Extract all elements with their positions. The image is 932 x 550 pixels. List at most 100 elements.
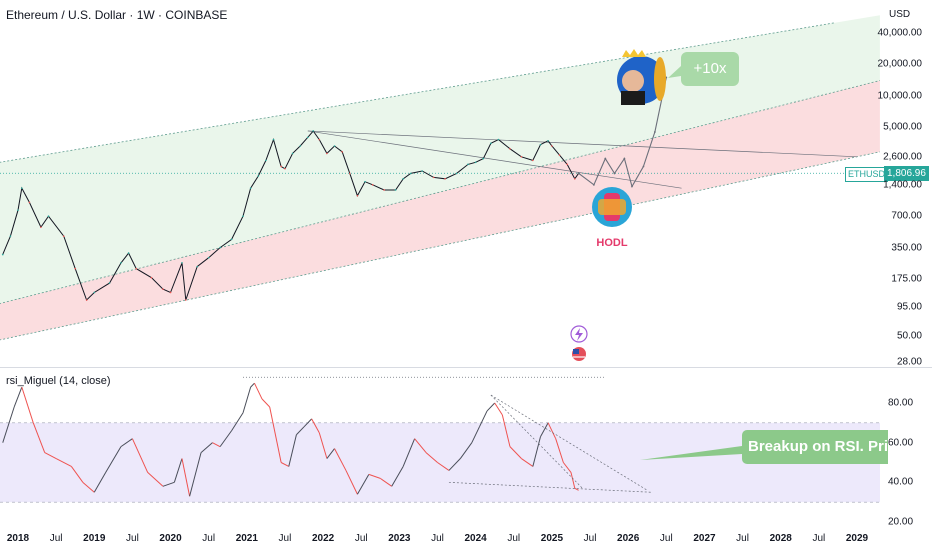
price-point (371, 184, 374, 186)
time-tick-label: Jul (126, 533, 139, 544)
price-point (85, 299, 88, 301)
price-tick-label: 20,000.00 (877, 58, 923, 70)
time-tick-label: Jul (49, 533, 63, 544)
price-point (410, 172, 412, 175)
rsi-segment (93, 472, 107, 493)
time-tick-label: 2018 (6, 533, 30, 544)
rsi-segment (459, 442, 473, 459)
time-tick-label: 2019 (83, 533, 106, 544)
price-point (249, 187, 252, 189)
elon-avatar-icon (617, 49, 666, 105)
price-tick-label: 2,600.00 (883, 151, 922, 163)
rsi-segment (570, 472, 576, 489)
rsi-segment (269, 406, 282, 463)
price-point (291, 152, 294, 155)
rsi-trendline (490, 394, 583, 489)
price-point (520, 155, 523, 158)
price-point (196, 265, 199, 268)
lightning-icon (570, 325, 588, 343)
rsi-segment (540, 422, 549, 437)
time-tick-label: Jul (659, 533, 673, 544)
price-point (497, 138, 500, 141)
descending-support-line (307, 130, 682, 189)
rsi-segment (318, 432, 328, 459)
rsi-segment (437, 462, 450, 471)
price-point (284, 167, 286, 170)
price-point (509, 148, 511, 150)
price-point (402, 177, 404, 180)
rsi-segment (280, 462, 289, 467)
price-point (219, 246, 221, 249)
price-tick-label: 1,400.00 (883, 179, 922, 191)
ten-x-callout-pointer (668, 66, 681, 78)
us-flag-icon (572, 347, 586, 361)
price-point (299, 145, 302, 147)
price-point (364, 180, 366, 183)
rsi-segment (147, 472, 164, 487)
rsi-segment (478, 410, 488, 428)
time-tick-label: 2020 (159, 533, 182, 544)
rsi-segment (162, 481, 175, 487)
rsi-breakup-callout[interactable]: Breakup on RSI. Pric (742, 430, 888, 464)
rsi-segment (288, 434, 297, 467)
price-point (421, 170, 424, 172)
price-point (467, 163, 469, 166)
price-point (28, 201, 31, 204)
price-point (312, 130, 314, 132)
chart-title: Ethereum / U.S. Dollar · 1W · COINBASE (6, 8, 228, 22)
price-point (62, 235, 65, 238)
time-tick-label: Jul (736, 533, 749, 544)
price-point (532, 159, 534, 162)
price-point (573, 177, 576, 180)
price-point (17, 209, 19, 211)
price-tick-label: 5,000.00 (883, 121, 922, 133)
upper-channel-line (0, 22, 835, 163)
price-point (482, 157, 485, 160)
rsi-band (0, 422, 880, 503)
price-point (21, 187, 23, 189)
currency-selector[interactable]: USD (889, 9, 911, 20)
pane-divider[interactable] (0, 367, 932, 368)
time-tick-label: 2025 (540, 533, 564, 544)
price-point (127, 252, 130, 254)
time-tick-label: 2021 (235, 533, 258, 544)
rsi-segment (471, 426, 480, 443)
hodl-horizontal (598, 199, 626, 215)
rsi-segment (311, 418, 320, 433)
rsi-segment (242, 386, 252, 414)
price-point (265, 159, 267, 162)
crown-icon (622, 49, 646, 57)
rsi-segment (368, 473, 381, 479)
price-tick-label: 40,000.00 (877, 27, 923, 39)
price-point (74, 267, 77, 270)
rsi-segment (82, 481, 95, 493)
rsi-tick-label: 40.00 (888, 476, 914, 488)
rsi-segment (574, 487, 579, 491)
price-series-line (2, 130, 580, 301)
time-tick-label: Jul (507, 533, 521, 544)
time-tick-label: Jul (812, 533, 826, 544)
price-point (394, 189, 397, 191)
rsi-segment (448, 458, 461, 471)
rsi-segment (13, 386, 23, 408)
price-point (547, 140, 549, 142)
price-tick-label: 28.00 (896, 356, 922, 368)
rsi-segment (494, 402, 503, 416)
price-point (432, 176, 435, 179)
price-tick-label: 350.00 (891, 242, 922, 254)
rsi-segment (32, 422, 46, 453)
lower-channel-line (0, 151, 880, 341)
rsi-segment (2, 406, 15, 443)
projection-point (613, 172, 616, 175)
indicator-title[interactable]: rsi_Miguel (14, close) (6, 375, 111, 387)
rsi-breakup-pointer (640, 446, 742, 460)
price-point (162, 288, 164, 290)
price-point (326, 152, 328, 155)
time-tick-label: Jul (278, 533, 292, 544)
rsi-segment (486, 402, 496, 412)
ten-x-callout[interactable]: +10x (681, 52, 739, 86)
price-point (307, 136, 309, 139)
price-point (108, 282, 111, 284)
time-tick-label: Jul (202, 533, 216, 544)
